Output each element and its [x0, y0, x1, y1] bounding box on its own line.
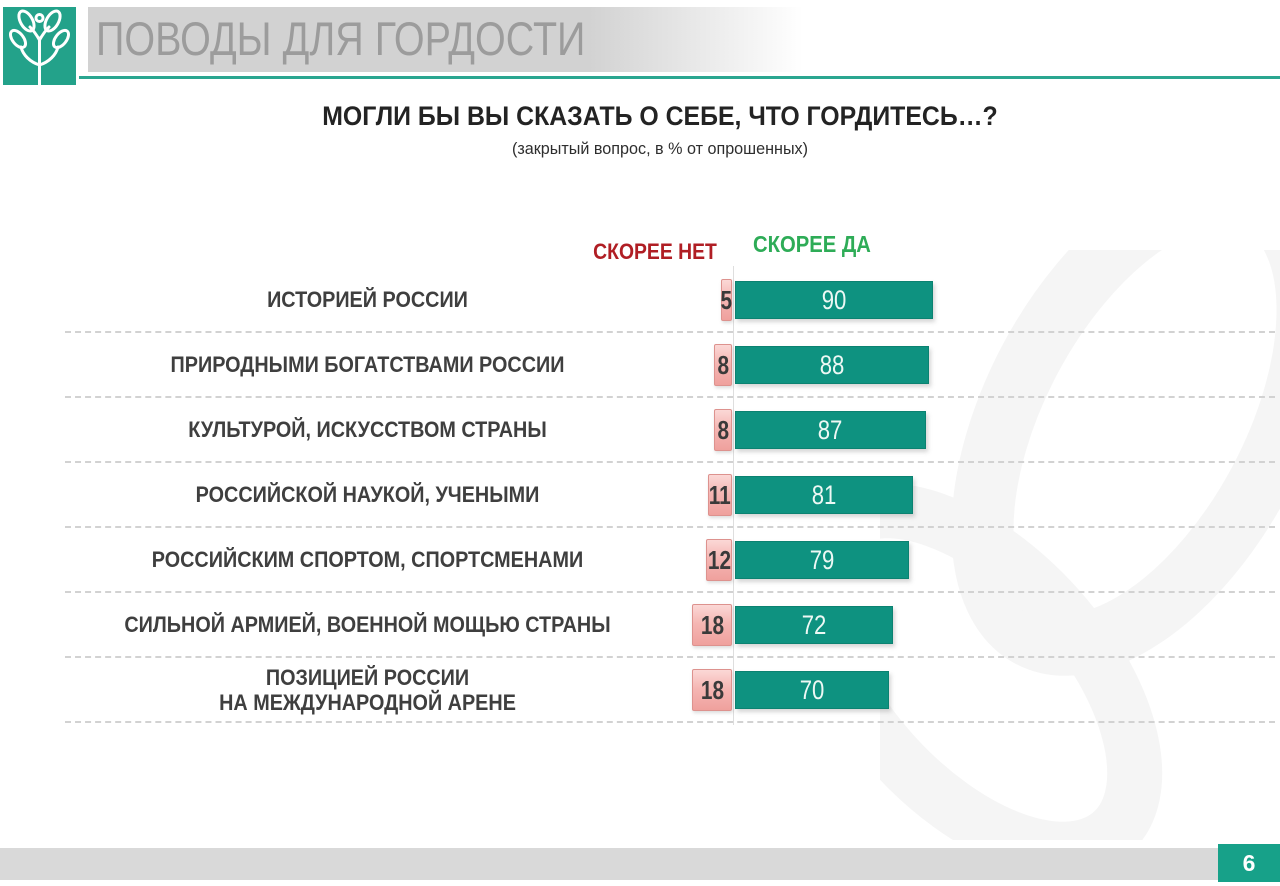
- chart-row: ИСТОРИЕЙ РОССИИ 5 90: [0, 268, 1280, 333]
- chart-row: РОССИЙСКОЙ НАУКОЙ, УЧЕНЫМИ 11 81: [0, 463, 1280, 528]
- chart-row: РОССИЙСКИМ СПОРТОМ, СПОРТСМЕНАМИ 12 79: [0, 528, 1280, 593]
- category-label: РОССИЙСКОЙ НАУКОЙ, УЧЕНЫМИ: [73, 463, 663, 528]
- bar-no: 12: [706, 539, 732, 581]
- chart-row: КУЛЬТУРОЙ, ИСКУССТВОМ СТРАНЫ 8 87: [0, 398, 1280, 463]
- row-separator: [65, 396, 1275, 398]
- bar-yes-value: 87: [818, 414, 843, 445]
- bar-no: 18: [692, 604, 732, 646]
- category-label-line: КУЛЬТУРОЙ, ИСКУССТВОМ СТРАНЫ: [188, 417, 547, 443]
- category-label-line: НА МЕЖДУНАРОДНОЙ АРЕНЕ: [219, 689, 516, 715]
- footer-bar: [0, 848, 1280, 880]
- bar-yes-value: 70: [799, 674, 825, 705]
- bar-no: 8: [714, 344, 732, 386]
- legend-no-label: СКОРЕЕ НЕТ: [593, 239, 717, 264]
- category-label-line: РОССИЙСКИМ СПОРТОМ, СПОРТСМЕНАМИ: [151, 547, 584, 573]
- header-accent-line: [79, 76, 1280, 79]
- row-separator: [65, 721, 1275, 723]
- bar-no: 11: [708, 474, 732, 516]
- category-label: РОССИЙСКИМ СПОРТОМ, СПОРТСМЕНАМИ: [73, 528, 663, 593]
- legend-yes-label: СКОРЕЕ ДА: [753, 231, 871, 257]
- bar-yes-value: 79: [809, 544, 835, 575]
- category-label: КУЛЬТУРОЙ, ИСКУССТВОМ СТРАНЫ: [73, 398, 663, 463]
- bar-yes: 90: [735, 281, 933, 319]
- chart-row: ПОЗИЦИЕЙ РОССИИ НА МЕЖДУНАРОДНОЙ АРЕНЕ 18 7…: [0, 658, 1280, 723]
- category-label-line: СИЛЬНОЙ АРМИЕЙ, ВОЕННОЙ МОЩЬЮ СТРАНЫ: [124, 612, 611, 638]
- bar-yes-value: 88: [819, 349, 845, 380]
- page-number-badge: 6: [1218, 844, 1280, 882]
- bar-yes: 72: [735, 606, 893, 644]
- bar-no: 18: [692, 669, 732, 711]
- bar-yes-value: 90: [821, 284, 847, 315]
- page-number: 6: [1242, 849, 1256, 876]
- bar-no-value: 8: [717, 349, 729, 380]
- row-separator: [65, 526, 1275, 528]
- row-separator: [65, 331, 1275, 333]
- bar-yes-value: 72: [801, 609, 827, 640]
- logo: [3, 7, 76, 85]
- bar-no: 8: [714, 409, 732, 451]
- header-bar: [88, 7, 1280, 72]
- row-separator: [65, 591, 1275, 593]
- bar-no-value: 18: [700, 674, 724, 705]
- bar-no-value: 8: [717, 414, 729, 445]
- watermark-leaf-icon: [880, 250, 1280, 840]
- category-label-line: ПРИРОДНЫМИ БОГАТСТВАМИ РОССИИ: [170, 352, 565, 378]
- question-subtitle: (закрытый вопрос, в % от опрошенных): [511, 139, 809, 158]
- bar-no-value: 18: [700, 609, 724, 640]
- bar-no-value: 11: [709, 479, 731, 510]
- bar-yes: 70: [735, 671, 889, 709]
- bar-yes: 79: [735, 541, 909, 579]
- chart-rows: ИСТОРИЕЙ РОССИИ 5 90 ПРИРОДНЫМИ БОГАТСТВАМИ…: [0, 268, 1280, 723]
- chart-row: ПРИРОДНЫМИ БОГАТСТВАМИ РОССИИ 8 88: [0, 333, 1280, 398]
- plant-logo-icon: [8, 9, 71, 85]
- bar-yes: 87: [735, 411, 926, 449]
- category-label: ПОЗИЦИЕЙ РОССИИ НА МЕЖДУНАРОДНОЙ АРЕНЕ: [73, 658, 663, 723]
- chart-axis-line: [733, 266, 734, 725]
- bar-no-value: 5: [720, 284, 733, 315]
- category-label-line: ИСТОРИЕЙ РОССИИ: [267, 287, 468, 313]
- chart-row: СИЛЬНОЙ АРМИЕЙ, ВОЕННОЙ МОЩЬЮ СТРАНЫ 18 72: [0, 593, 1280, 658]
- category-label-line: ПОЗИЦИЕЙ РОССИИ: [265, 665, 470, 691]
- category-label: ИСТОРИЕЙ РОССИИ: [73, 268, 663, 333]
- category-label: ПРИРОДНЫМИ БОГАТСТВАМИ РОССИИ: [73, 333, 663, 398]
- bar-yes: 88: [735, 346, 929, 384]
- bar-no-value: 12: [707, 544, 731, 575]
- page-title: ПОВОДЫ ДЛЯ ГОРДОСТИ: [96, 12, 586, 65]
- row-separator: [65, 461, 1275, 463]
- bar-yes: 81: [735, 476, 913, 514]
- category-label-line: РОССИЙСКОЙ НАУКОЙ, УЧЕНЫМИ: [195, 482, 540, 508]
- question-title: МОГЛИ БЫ ВЫ СКАЗАТЬ О СЕБЕ, ЧТО ГОРДИТЕС…: [322, 101, 998, 131]
- bar-no: 5: [721, 279, 732, 321]
- row-separator: [65, 656, 1275, 658]
- bar-yes-value: 81: [811, 479, 837, 510]
- category-label: СИЛЬНОЙ АРМИЕЙ, ВОЕННОЙ МОЩЬЮ СТРАНЫ: [73, 593, 663, 658]
